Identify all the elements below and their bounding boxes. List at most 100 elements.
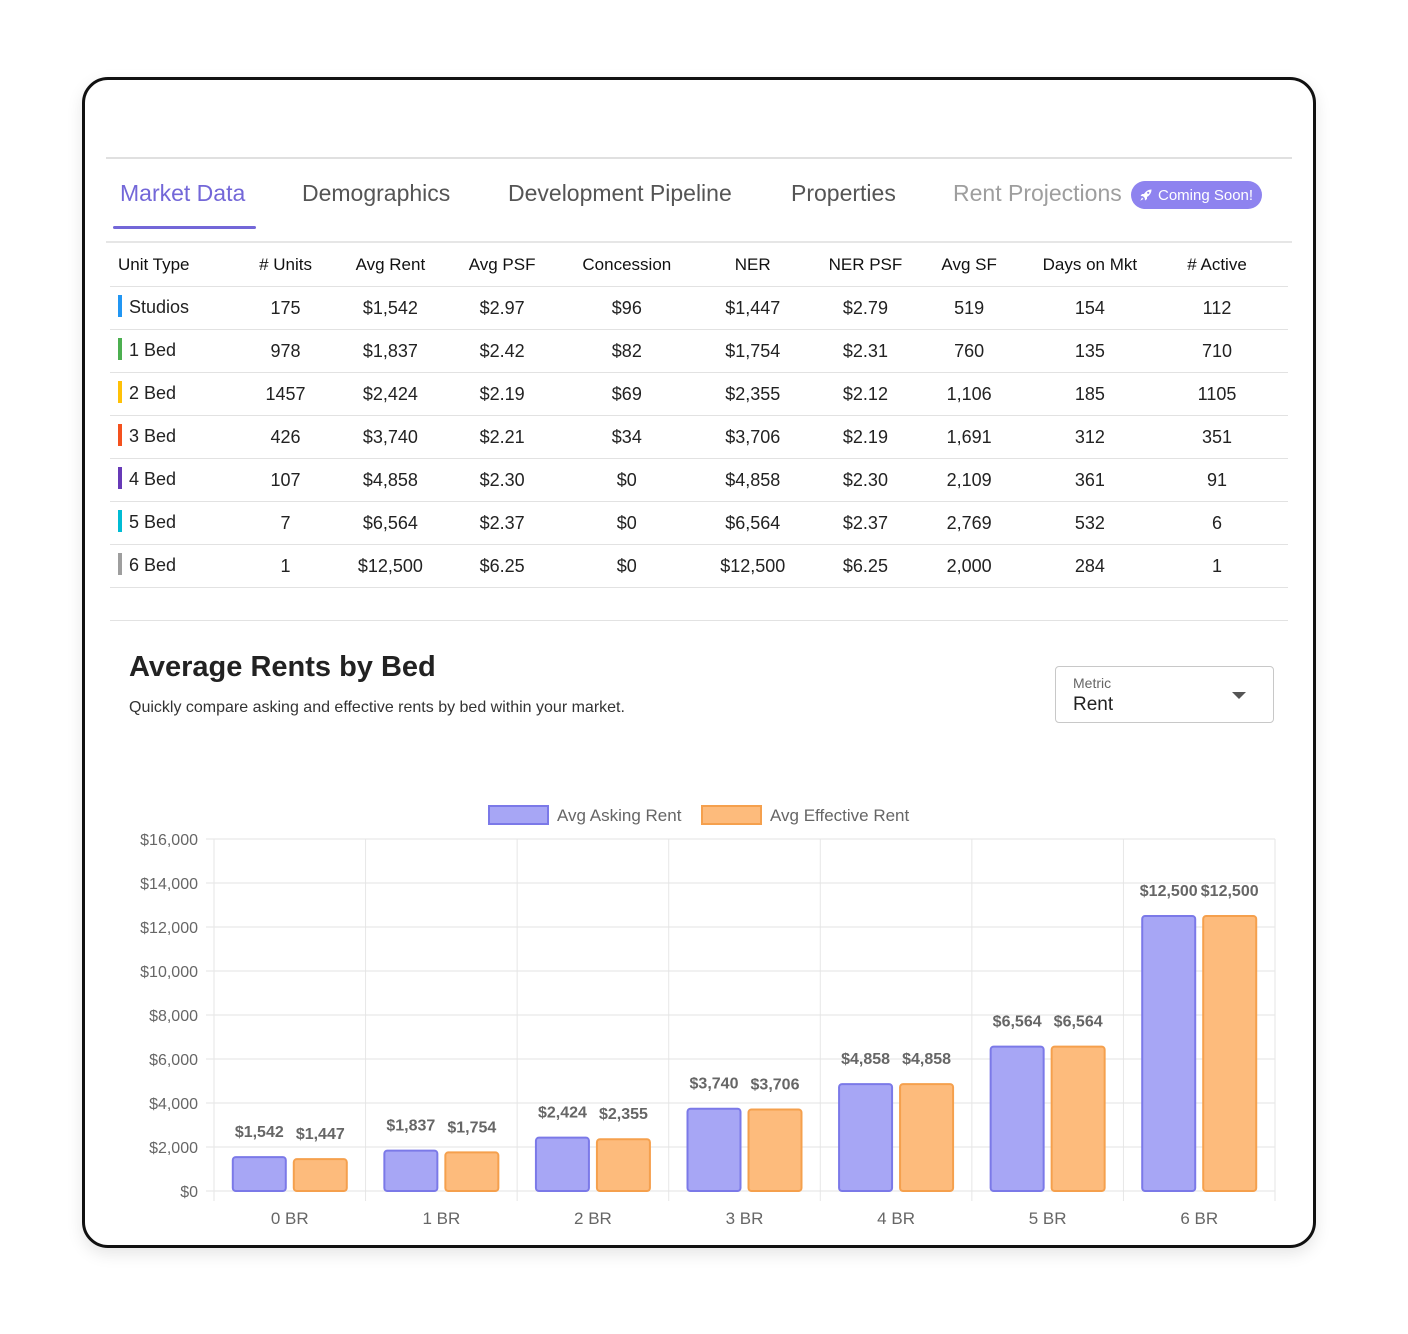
table-row[interactable]: 6 Bed 1 $12,500 $6.25 $0 $12,500 $6.25 2,000 284… (110, 544, 1288, 588)
y-tick-label: $8,000 (149, 1008, 198, 1025)
table-cell: $0 (574, 544, 680, 588)
table-cell: 2,769 (904, 501, 1034, 545)
table-cell: $6,564 (679, 501, 827, 545)
table-cell: 710 (1146, 329, 1288, 373)
tab-properties[interactable]: Properties (791, 180, 896, 206)
table-cell: $2.21 (429, 415, 575, 459)
column-header[interactable]: Concession (574, 244, 680, 287)
table-cell: 6 (1146, 501, 1288, 545)
table-row[interactable]: 4 Bed 107 $4,858 $2.30 $0 $4,858 $2.30 2,109 361… (110, 458, 1288, 502)
unit-color-swatch (118, 295, 122, 318)
bar (1050, 1045, 1106, 1193)
column-header[interactable]: Unit Type (110, 244, 221, 287)
tab-development-pipeline[interactable]: Development Pipeline (508, 180, 732, 206)
table-cell: $2.37 (826, 501, 905, 545)
bar (292, 1158, 348, 1193)
data-label: $1,754 (447, 1119, 496, 1136)
bar (444, 1151, 500, 1192)
table-cell: $3,740 (351, 415, 430, 459)
column-header[interactable]: # Active (1146, 244, 1288, 287)
table-cell: 519 (904, 286, 1034, 330)
tab-market-data[interactable]: Market Data (120, 180, 246, 206)
table-cell: $2.42 (429, 329, 575, 373)
legend-swatch (701, 805, 762, 825)
data-label: $1,447 (296, 1126, 345, 1143)
unit-color-swatch (118, 424, 122, 447)
table-cell: 978 (220, 329, 352, 373)
table-row[interactable]: 3 Bed 426 $3,740 $2.21 $34 $3,706 $2.19 1,691 31… (110, 415, 1288, 459)
table-cell: 1,691 (904, 415, 1034, 459)
data-label: $6,564 (993, 1014, 1042, 1031)
metric-select[interactable]: Metric Rent (1055, 666, 1274, 723)
table-cell: $4,858 (351, 458, 430, 502)
unit-type-label: 4 Bed (129, 468, 177, 489)
table-cell: $1,447 (679, 286, 827, 330)
x-tick-label: 1 BR (422, 1209, 460, 1228)
metric-select-label: Metric (1073, 675, 1112, 691)
tabs-bottom-divider (106, 241, 1292, 243)
bar (1141, 915, 1197, 1192)
table-cell: $2.30 (429, 458, 575, 502)
unit-color-swatch (118, 381, 122, 404)
data-label: $4,858 (902, 1051, 951, 1068)
table-cell: 351 (1146, 415, 1288, 459)
table-cell: $2.79 (826, 286, 905, 330)
y-tick-label: $12,000 (140, 920, 198, 937)
y-tick-label: $16,000 (140, 832, 198, 849)
table-cell: 135 (1033, 329, 1147, 373)
column-header[interactable]: Avg SF (904, 244, 1034, 287)
column-header[interactable]: NER PSF (826, 244, 905, 287)
table-cell: 91 (1146, 458, 1288, 502)
table-cell: $82 (574, 329, 680, 373)
table-row[interactable]: Studios 175 $1,542 $2.97 $96 $1,447 $2.79 519 15… (110, 286, 1288, 330)
tab-bar: Market Data Demographics Development Pip… (106, 168, 1292, 229)
bar (838, 1083, 894, 1193)
y-tick-label: $2,000 (149, 1140, 198, 1157)
table-cell: 1 (220, 544, 352, 588)
legend-swatch (488, 805, 549, 825)
column-header[interactable]: Avg Rent (351, 244, 430, 287)
table-cell: $1,754 (679, 329, 827, 373)
column-header[interactable]: Avg PSF (429, 244, 575, 287)
data-label: $4,858 (841, 1051, 890, 1068)
table-cell: $96 (574, 286, 680, 330)
bar (686, 1107, 742, 1192)
table-cell: 1105 (1146, 372, 1288, 416)
table-cell: 1 (1146, 544, 1288, 588)
table-cell: 154 (1033, 286, 1147, 330)
table-cell: $2.31 (826, 329, 905, 373)
table-cell: $69 (574, 372, 680, 416)
section-divider (110, 620, 1288, 621)
unit-type-cell: 2 Bed (110, 372, 221, 416)
unit-type-cell: Studios (110, 286, 221, 330)
table-row[interactable]: 1 Bed 978 $1,837 $2.42 $82 $1,754 $2.31 760 135 7… (110, 329, 1288, 373)
bar (1202, 915, 1258, 1192)
table-row[interactable]: 5 Bed 7 $6,564 $2.37 $0 $6,564 $2.37 2,769 532 6 (110, 501, 1288, 545)
table-cell: 7 (220, 501, 352, 545)
table-cell: 1,106 (904, 372, 1034, 416)
x-tick-label: 4 BR (877, 1209, 915, 1228)
table-cell: 112 (1146, 286, 1288, 330)
column-header[interactable]: # Units (220, 244, 352, 287)
column-header[interactable]: NER (679, 244, 827, 287)
unit-type-label: 5 Bed (129, 511, 177, 532)
chart-title: Average Rents by Bed (129, 651, 436, 683)
table-cell: 284 (1033, 544, 1147, 588)
unit-type-label: 3 Bed (129, 425, 177, 446)
unit-type-label: 1 Bed (129, 339, 177, 360)
y-tick-label: $6,000 (149, 1052, 198, 1069)
table-row[interactable]: 2 Bed 1457 $2,424 $2.19 $69 $2,355 $2.12 1,106 1… (110, 372, 1288, 416)
unit-type-cell: 6 Bed (110, 544, 221, 588)
bar (231, 1156, 287, 1193)
table-cell: $6.25 (826, 544, 905, 588)
table-cell: $0 (574, 458, 680, 502)
x-tick-label: 5 BR (1029, 1209, 1067, 1228)
table-cell: 426 (220, 415, 352, 459)
bar (989, 1045, 1045, 1193)
table-cell: $2.97 (429, 286, 575, 330)
tab-demographics[interactable]: Demographics (302, 180, 451, 206)
coming-soon-label: Coming Soon! (1158, 186, 1254, 204)
column-header[interactable]: Days on Mkt (1033, 244, 1147, 287)
unit-type-label: 6 Bed (129, 554, 177, 575)
